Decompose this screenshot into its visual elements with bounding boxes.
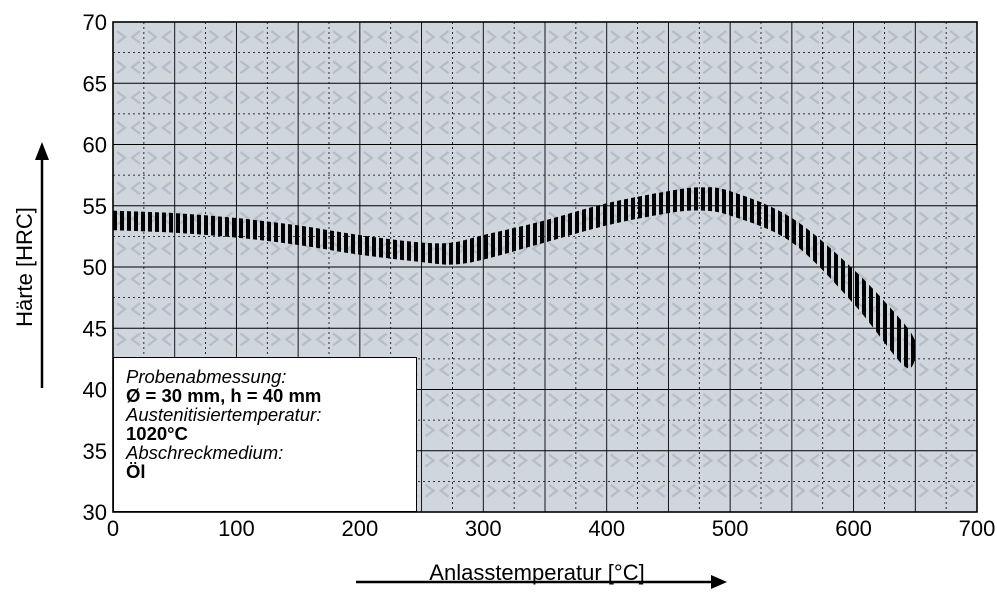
y-tick-label: 45 (83, 316, 107, 341)
quench-medium-value: Öl (126, 461, 146, 482)
y-tick-label: 70 (83, 10, 107, 35)
hardness-band-area (113, 187, 916, 369)
x-tick-label: 300 (465, 516, 502, 541)
x-axis-arrow-head (711, 575, 727, 589)
y-tick-label: 40 (83, 378, 107, 403)
austenitizing-temperature-label: Austenitisiertemperatur: (126, 404, 322, 425)
austenitizing-temperature-value: 1020°C (126, 423, 188, 444)
x-tick-label: 100 (218, 516, 255, 541)
x-tick-label: 0 (107, 516, 119, 541)
y-tick-label: 35 (83, 439, 107, 464)
y-axis-title: Härte [HRC] (12, 207, 37, 327)
x-tick-label: 200 (341, 516, 378, 541)
y-tick-label: 65 (83, 71, 107, 96)
x-tick-label: 700 (959, 516, 996, 541)
y-tick-label: 60 (83, 133, 107, 158)
y-axis-arrow-head (35, 142, 49, 160)
specimen-size-label: Probenabmessung: (126, 366, 287, 387)
specimen-info-box: Probenabmessung: Ø = 30 mm, h = 40 mm Au… (113, 357, 417, 512)
x-tick-label: 600 (835, 516, 872, 541)
x-tick-labels: 0 100 200 300 400 500 600 700 (107, 516, 995, 541)
hardness-band (113, 187, 916, 369)
x-tick-label: 400 (588, 516, 625, 541)
y-tick-label: 30 (83, 500, 107, 525)
plot-border (112, 21, 978, 513)
y-tick-label: 55 (83, 194, 107, 219)
y-tick-label: 50 (83, 255, 107, 280)
y-tick-labels: 30 35 40 45 50 55 60 65 70 (83, 10, 107, 525)
x-tick-label: 500 (712, 516, 749, 541)
quench-medium-label: Abschreckmedium: (126, 442, 284, 463)
specimen-size-value: Ø = 30 mm, h = 40 mm (126, 385, 322, 406)
